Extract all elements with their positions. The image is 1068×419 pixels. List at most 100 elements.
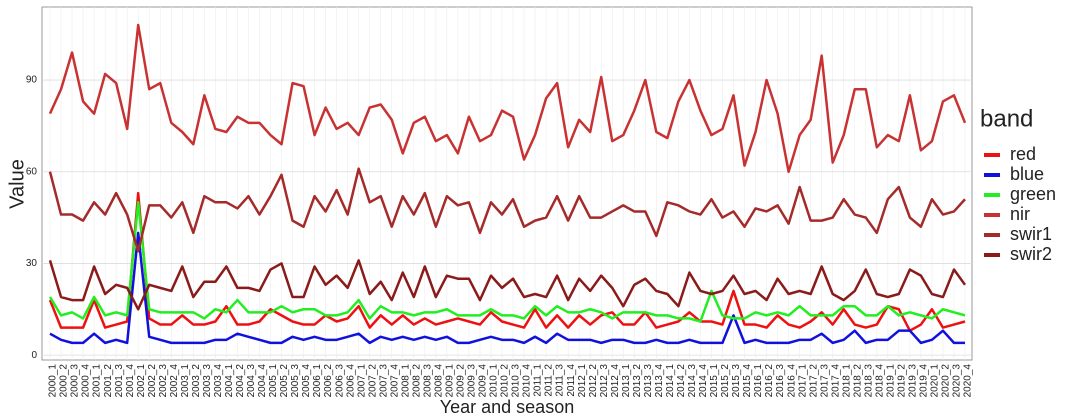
x-tick-label: 2017_3 <box>819 364 830 398</box>
x-tick-label: 2016_3 <box>775 364 786 398</box>
x-tick-label: 2013_3 <box>643 364 654 398</box>
series-line <box>48 201 966 323</box>
x-tick-label: 2003_4 <box>213 364 224 398</box>
x-tick-label: 2000_1 <box>48 364 59 398</box>
x-tick-label: 2000_4 <box>81 364 92 398</box>
x-tick-label: 2012_1 <box>577 364 588 398</box>
x-tick-label: 2020_3 <box>952 364 963 398</box>
x-tick-label: 2015_3 <box>731 364 742 398</box>
x-tick-label: 2019_4 <box>919 364 930 398</box>
x-tick-label: 2015_1 <box>709 364 720 398</box>
x-tick-label: 2001_1 <box>92 364 103 398</box>
x-tick-label: 2012_2 <box>588 364 599 398</box>
x-tick-label: 2005_1 <box>268 364 279 398</box>
legend-label: red <box>1010 144 1036 164</box>
y-tick-label: 30 <box>26 258 38 269</box>
x-tick-label: 2012_4 <box>610 364 621 398</box>
x-tick-label: 2020_2 <box>941 364 952 398</box>
series-line <box>48 167 966 253</box>
x-tick-label: 2020_1 <box>930 364 941 398</box>
x-tick-label: 2007_1 <box>356 364 367 398</box>
x-tick-label: 2009_2 <box>456 364 467 398</box>
x-tick-label: 2010_3 <box>511 364 522 398</box>
x-tick-label: 2012_3 <box>599 364 610 398</box>
x-tick-label: 2017_1 <box>797 364 808 398</box>
x-tick-label: 2003_2 <box>191 364 202 398</box>
x-tick-label: 2000_3 <box>70 364 81 398</box>
legend-label: green <box>1010 184 1056 204</box>
x-tick-label: 2007_4 <box>389 364 400 398</box>
x-tick-label: 2005_2 <box>279 364 290 398</box>
x-tick-label: 2010_1 <box>489 364 500 398</box>
x-tick-label: 2015_2 <box>720 364 731 398</box>
x-tick-label: 2007_3 <box>378 364 389 398</box>
y-tick-label: 60 <box>26 166 38 177</box>
x-tick-label: 2003_3 <box>202 364 213 398</box>
x-tick-label: 2000_2 <box>59 364 70 398</box>
x-tick-label: 2010_4 <box>522 364 533 398</box>
x-tick-label: 2014_4 <box>698 364 709 398</box>
x-tick-label: 2018_2 <box>852 364 863 398</box>
x-tick-label: 2005_4 <box>301 364 312 398</box>
x-tick-label: 2011_3 <box>555 364 566 397</box>
series-line <box>48 191 966 332</box>
x-tick-label: 2001_4 <box>125 364 136 398</box>
x-tick-label: 2003_1 <box>180 364 191 398</box>
legend-title: band <box>980 105 1033 132</box>
x-tick-label: 2005_3 <box>290 364 301 398</box>
x-tick-label: 2018_4 <box>874 364 885 398</box>
x-tick-label: 2014_3 <box>687 364 698 398</box>
x-tick-label: 2002_1 <box>136 364 147 398</box>
y-axis-label: Value <box>6 159 28 209</box>
x-tick-label: 2009_3 <box>467 364 478 398</box>
x-tick-label: 2017_2 <box>808 364 819 398</box>
x-tick-label: 2011_2 <box>544 364 555 397</box>
y-tick-label: 0 <box>31 350 37 361</box>
x-tick-label: 2009_1 <box>445 364 456 398</box>
x-tick-label: 2008_4 <box>433 364 444 398</box>
x-tick-label: 2004_4 <box>257 364 268 398</box>
x-tick-label: 2011_4 <box>566 364 577 397</box>
legend-label: nir <box>1010 204 1030 224</box>
series-line <box>48 259 967 311</box>
x-tick-label: 2004_1 <box>224 364 235 398</box>
x-tick-label: 2018_3 <box>863 364 874 398</box>
x-tick-label: 2006_3 <box>334 364 345 398</box>
x-tick-label: 2015_4 <box>742 364 753 398</box>
y-tick-label: 90 <box>26 75 38 86</box>
x-tick-label: 2002_4 <box>169 364 180 398</box>
x-tick-label: 2019_3 <box>908 364 919 398</box>
x-tick-label: 2013_2 <box>632 364 643 398</box>
x-tick-label: 2008_1 <box>400 364 411 398</box>
x-tick-label: 2020_4 <box>963 364 974 398</box>
x-tick-label: 2006_2 <box>323 364 334 398</box>
legend-label: swir2 <box>1010 244 1052 264</box>
x-tick-label: 2007_2 <box>367 364 378 398</box>
x-tick-label: 2004_3 <box>246 364 257 398</box>
x-tick-label: 2017_4 <box>830 364 841 398</box>
x-tick-label: 2004_2 <box>235 364 246 398</box>
x-tick-label: 2010_2 <box>500 364 511 398</box>
x-tick-label: 2006_4 <box>345 364 356 398</box>
series-line <box>49 231 965 345</box>
x-tick-label: 2016_2 <box>764 364 775 398</box>
x-tick-label: 2018_1 <box>841 364 852 398</box>
x-tick-label: 2002_2 <box>147 364 158 398</box>
x-tick-label: 2006_1 <box>312 364 323 398</box>
x-tick-label: 2019_1 <box>885 364 896 398</box>
legend-label: blue <box>1010 164 1044 184</box>
legend-label: swir1 <box>1010 224 1052 244</box>
x-axis-label: Year and season <box>440 397 574 417</box>
x-tick-label: 2008_3 <box>422 364 433 398</box>
x-tick-label: 2013_4 <box>654 364 665 398</box>
x-tick-label: 2009_4 <box>478 364 489 398</box>
x-tick-label: 2014_2 <box>676 364 687 398</box>
x-tick-label: 2013_1 <box>621 364 632 398</box>
x-tick-label: 2019_2 <box>896 364 907 398</box>
x-tick-label: 2016_1 <box>753 364 764 398</box>
x-tick-label: 2014_1 <box>665 364 676 398</box>
panel <box>41 6 973 361</box>
x-tick-label: 2011_1 <box>533 364 544 397</box>
x-tick-label: 2001_3 <box>114 364 125 398</box>
